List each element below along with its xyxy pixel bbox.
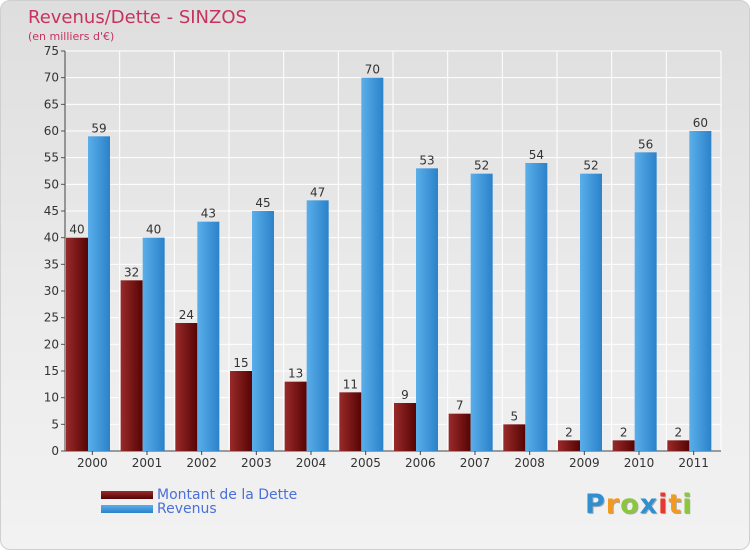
legend-swatch-debt — [101, 491, 153, 499]
bar-debt — [558, 440, 580, 451]
data-label-revenue: 70 — [365, 63, 380, 77]
x-tick-label: 2007 — [460, 456, 491, 470]
grid-lines — [64, 50, 722, 452]
bar-revenue — [142, 237, 165, 451]
data-label-revenue: 60 — [693, 116, 708, 130]
data-label-debt: 5 — [511, 409, 519, 423]
bar-revenue — [580, 173, 602, 451]
bar-revenue — [252, 211, 274, 451]
data-label-debt: 11 — [343, 377, 358, 391]
data-label-debt: 2 — [620, 425, 628, 439]
bar-revenue — [88, 136, 110, 452]
bar-debt — [503, 424, 526, 451]
x-tick-label: 2004 — [296, 456, 327, 470]
data-label-debt: 7 — [456, 399, 464, 413]
bar-debt — [448, 413, 471, 451]
y-tick-label: 30 — [44, 284, 59, 298]
bar-debt — [66, 237, 88, 451]
y-tick-label: 40 — [44, 231, 59, 245]
y-tick-label: 65 — [44, 97, 59, 111]
data-label-revenue: 47 — [310, 185, 325, 199]
x-tick-label: 2008 — [514, 456, 545, 470]
x-tick-label: 2009 — [569, 456, 600, 470]
x-tick-label: 2003 — [241, 456, 272, 470]
bar-debt — [339, 392, 362, 451]
x-tick-label: 2000 — [77, 456, 108, 470]
legend-label-revenue: Revenus — [157, 501, 217, 517]
data-label-debt: 40 — [69, 223, 84, 237]
data-label-debt: 2 — [565, 425, 573, 439]
x-tick-label: 2002 — [186, 456, 217, 470]
y-tick-label: 15 — [44, 364, 59, 378]
data-label-debt: 24 — [179, 308, 194, 322]
y-tick-label: 70 — [44, 71, 59, 85]
data-label-debt: 9 — [401, 388, 409, 402]
data-label-revenue: 52 — [474, 159, 489, 173]
data-label-debt: 13 — [288, 367, 303, 381]
y-tick-label: 55 — [44, 151, 59, 165]
y-tick-label: 0 — [51, 444, 59, 458]
bar-debt — [394, 403, 416, 451]
bar-debt — [667, 440, 690, 451]
y-tick-label: 75 — [44, 44, 59, 58]
data-label-revenue: 40 — [146, 223, 161, 237]
bar-revenue — [306, 200, 329, 451]
x-tick-label: 2005 — [350, 456, 381, 470]
bar-debt — [175, 323, 198, 451]
y-tick-label: 50 — [44, 177, 59, 191]
data-labels: 40 59 32 40 24 43 15 45 13 47 11 70 9 53 7 52 5 54 2 52 2 56 2… — [69, 63, 708, 440]
bar-revenue — [197, 221, 220, 451]
bar-revenue — [470, 173, 493, 451]
legend-label-debt: Montant de la Dette — [157, 487, 298, 503]
y-tick-label: 35 — [44, 257, 59, 271]
data-label-debt: 32 — [124, 265, 139, 279]
bar-debt — [284, 381, 307, 451]
data-label-revenue: 53 — [419, 153, 434, 167]
bar-revenue — [361, 77, 384, 452]
y-tick-label: 60 — [44, 124, 59, 138]
bar-debt — [612, 440, 635, 451]
x-tick-label: 2011 — [678, 456, 709, 470]
data-label-revenue: 56 — [638, 137, 653, 151]
x-tick-label: 2001 — [132, 456, 163, 470]
legend-swatch-revenue — [101, 505, 153, 513]
proxiti-logo: Proxiti — [585, 489, 693, 520]
data-label-revenue: 54 — [529, 148, 544, 162]
data-label-debt: 15 — [233, 356, 248, 370]
y-tick-label: 25 — [44, 311, 59, 325]
legend-item-debt: Montant de la Dette — [101, 487, 297, 503]
bars — [66, 77, 712, 452]
y-tick-label: 10 — [44, 391, 59, 405]
bar-revenue — [525, 163, 548, 451]
bar-debt — [230, 371, 252, 451]
y-tick-label: 5 — [51, 417, 59, 431]
y-tick-label: 45 — [44, 204, 59, 218]
x-tick-label: 2010 — [624, 456, 655, 470]
data-label-revenue: 52 — [583, 159, 598, 173]
legend-item-revenue: Revenus — [101, 501, 217, 517]
data-label-revenue: 45 — [255, 196, 270, 210]
data-label-debt: 2 — [675, 425, 683, 439]
data-label-revenue: 43 — [201, 207, 216, 221]
chart-title: Revenus/Dette - SINZOS — [28, 7, 247, 28]
bar-debt — [120, 280, 143, 451]
bar-revenue — [689, 131, 712, 451]
data-label-revenue: 59 — [91, 121, 106, 135]
x-tick-label: 2006 — [405, 456, 436, 470]
y-tick-label: 20 — [44, 337, 59, 351]
bar-revenue — [416, 168, 438, 452]
bar-revenue — [634, 152, 657, 452]
chart-subtitle: (en milliers d'€) — [28, 30, 115, 43]
